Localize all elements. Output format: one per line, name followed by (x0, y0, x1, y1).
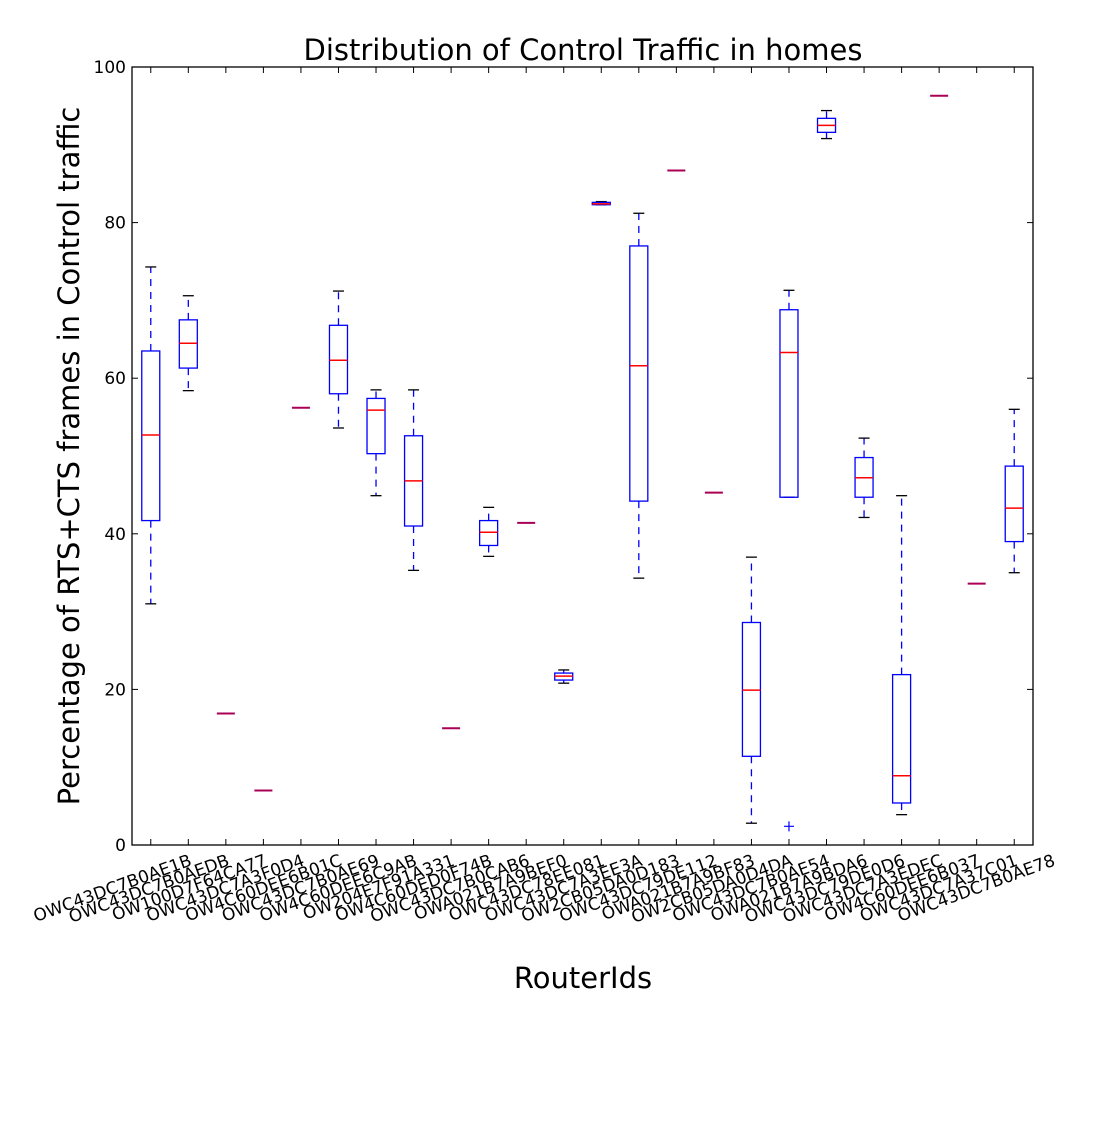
box-OWC43DC7B0AEDB: OWC43DC7B0AEDB (66, 67, 232, 928)
iqr-box (328, 324, 349, 395)
y-axis-label: Percentage of RTS+CTS frames in Control … (52, 107, 86, 806)
y-tick-label: 100 (94, 58, 126, 78)
box-OWC43DC7A3F0D4: OWC43DC7A3F0D4 (144, 67, 307, 927)
y-tick-label: 40 (104, 525, 126, 545)
box-OW4C60DEE6C9AB: OW4C60DEE6C9AB (257, 67, 420, 926)
plot-area: 020406080100OWC43DC7B0AE1BOWC43DC7B0AEDB… (31, 58, 1058, 928)
iqr-box (178, 319, 198, 369)
iqr-box (366, 397, 386, 455)
x-axis-label: RouterIds (514, 961, 652, 995)
box-OW4C60DEE6B01C: OW4C60DEE6B01C (183, 67, 345, 926)
y-tick-label: 60 (104, 369, 126, 389)
iqr-box (891, 673, 912, 804)
iqr-box (779, 309, 799, 498)
box-OWC43DC79DE0D6: OWC43DC79DE0D6 (742, 67, 908, 927)
box-OWC43DC7A37C01: OWC43DC7A37C01 (857, 67, 1020, 927)
box-OW4C60DED0F74B: OW4C60DED0F74B (333, 67, 495, 926)
y-tick-label: 80 (104, 214, 126, 234)
box-OW100D7F64CA77: OW100D7F64CA77 (109, 67, 270, 925)
y-tick-label: 20 (104, 680, 126, 700)
plot-frame (131, 66, 1034, 846)
box-OWA021B7A9BF83: OWA021B7A9BF83 (599, 67, 758, 925)
iqr-box (478, 519, 499, 547)
box-OWC43DC79DE112: OWC43DC79DE112 (557, 67, 720, 927)
iqr-box (741, 621, 762, 757)
iqr-box (141, 350, 161, 522)
box-OW2CB05DA0D183: OW2CB05DA0D183 (519, 67, 683, 927)
iqr-box (629, 245, 649, 502)
box-OWC43DC7B0CAB6: OWC43DC7B0CAB6 (368, 67, 532, 927)
box-OW2CB05DA0D4DA: OW2CB05DA0D4DA (629, 67, 795, 928)
box-OWC43DC7A3EE3A: OWC43DC7A3EE3A (482, 67, 645, 926)
box-OWC43DC7B0AE69: OWC43DC7B0AE69 (219, 67, 382, 926)
flier-point (783, 821, 794, 832)
box-OW4C60DEE6B037: OW4C60DEE6B037 (822, 67, 983, 926)
chart-title: Distribution of Control Traffic in homes (304, 33, 863, 67)
y-tick-label: 0 (115, 836, 126, 856)
iqr-box (1004, 465, 1024, 543)
box-OWC43DC78EE081: OWC43DC78EE081 (446, 67, 607, 926)
box-OWA021B7A9BEF0: OWA021B7A9BEF0 (412, 67, 570, 925)
